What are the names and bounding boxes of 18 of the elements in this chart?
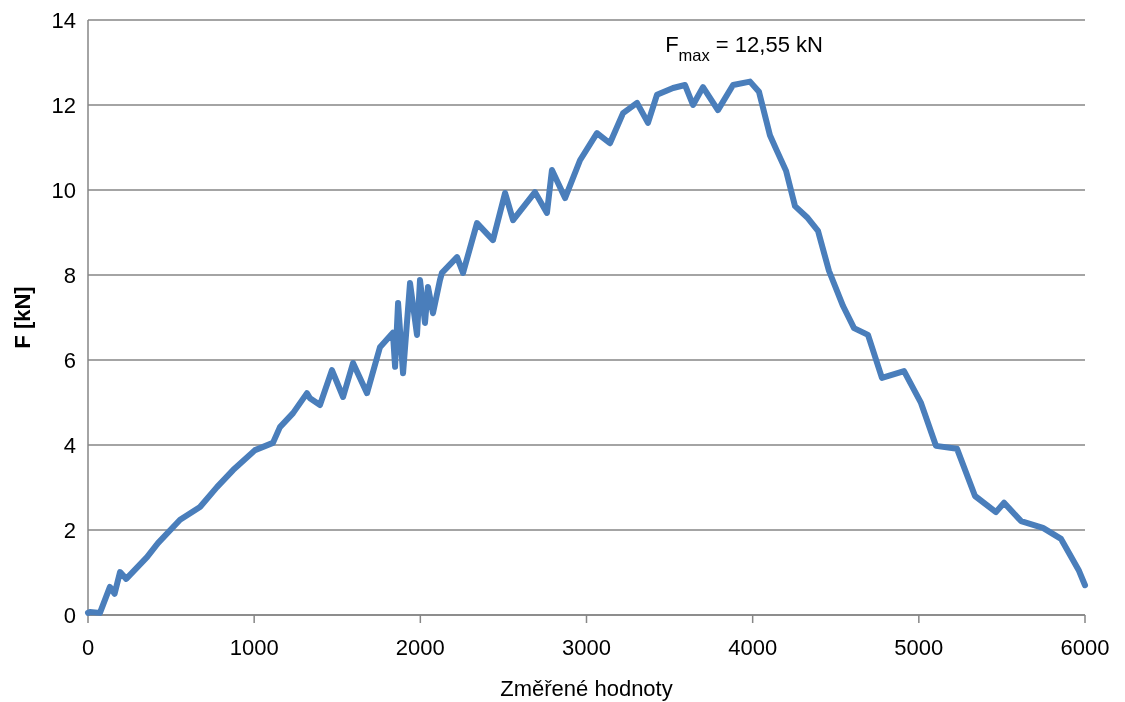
annotation: F$_{max}$ = 12,55 kN	[665, 31, 823, 64]
y-tick-label: 4	[63, 433, 76, 458]
y-tick-label: 2	[63, 518, 76, 543]
x-tick-label: 5000	[894, 635, 944, 660]
y-tick-label: 12	[51, 93, 76, 118]
x-tick-label: 6000	[1060, 635, 1110, 660]
x-tick-label: 0	[81, 635, 95, 660]
y-axis-title: F [kN]	[10, 286, 35, 349]
y-tick-label: 8	[63, 263, 76, 288]
x-tick-label: 4000	[728, 635, 778, 660]
x-tick-label: 2000	[395, 635, 445, 660]
x-tick-label: 1000	[229, 635, 279, 660]
x-axis-title: Změřené hodnoty	[500, 676, 673, 701]
y-tick-label: 10	[51, 178, 76, 203]
y-tick-label: 14	[51, 8, 76, 33]
x-tick-label: 3000	[562, 635, 611, 660]
y-tick-label: 6	[63, 348, 76, 373]
y-tick-label: 0	[63, 603, 76, 628]
